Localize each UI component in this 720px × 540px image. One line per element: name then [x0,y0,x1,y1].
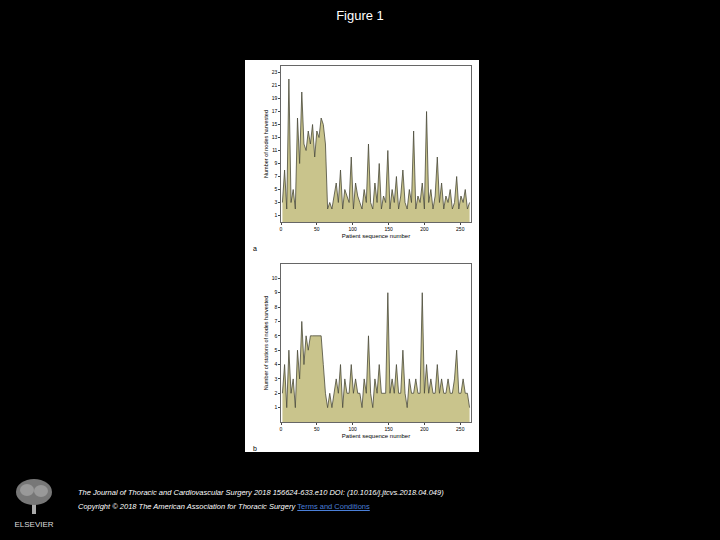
svg-text:8: 8 [275,304,278,310]
svg-text:250: 250 [456,226,465,232]
html-text:The Journal of Thoracic and Ca: The Journal of Thoracic and Cardiovascul… [78,488,444,497]
svg-text:7: 7 [275,173,278,179]
svg-text:9: 9 [275,160,278,166]
svg-text:b: b [253,445,257,452]
svg-text:200: 200 [420,426,429,432]
svg-text:Number of stations of nodes ha: Number of stations of nodes harvested [263,296,269,390]
svg-text:13: 13 [272,134,278,140]
svg-text:200: 200 [420,226,429,232]
svg-text:5: 5 [275,186,278,192]
svg-text:19: 19 [272,95,278,101]
svg-text:50: 50 [314,426,320,432]
html-text:Copyright © 2018 The American: Copyright © 2018 The American Associatio… [78,502,370,511]
svg-text:Number of nodes harvested: Number of nodes harvested [263,110,269,178]
svg-text:Patient sequence number: Patient sequence number [342,233,410,239]
svg-text:a: a [253,245,257,252]
svg-text:150: 150 [384,426,393,432]
svg-text:3: 3 [275,199,278,205]
svg-text:Patient sequence number: Patient sequence number [342,433,410,439]
svg-text:23: 23 [272,69,278,75]
svg-text:100: 100 [349,226,358,232]
svg-text:6: 6 [275,333,278,339]
svg-text:2: 2 [275,390,278,396]
svg-text:1: 1 [275,404,278,410]
svg-text:0: 0 [280,426,283,432]
svg-text:17: 17 [272,108,278,114]
svg-text:150: 150 [384,226,393,232]
svg-text:9: 9 [275,289,278,295]
svg-text:4: 4 [275,361,278,367]
svg-text:1: 1 [275,212,278,218]
svg-text:5: 5 [275,347,278,353]
svg-text:50: 50 [314,226,320,232]
svg-text:11: 11 [272,147,277,153]
svg-text:21: 21 [272,82,278,88]
svg-text:10: 10 [272,275,278,281]
svg-text:0: 0 [280,226,283,232]
html-text:Figure 1: Figure 1 [336,8,384,23]
svg-text:15: 15 [272,121,278,127]
svg-text:250: 250 [456,426,465,432]
svg-text:100: 100 [349,426,358,432]
svg-text:7: 7 [275,318,278,324]
html-text:ELSEVIER: ELSEVIER [14,520,54,529]
svg-text:3: 3 [275,376,278,382]
